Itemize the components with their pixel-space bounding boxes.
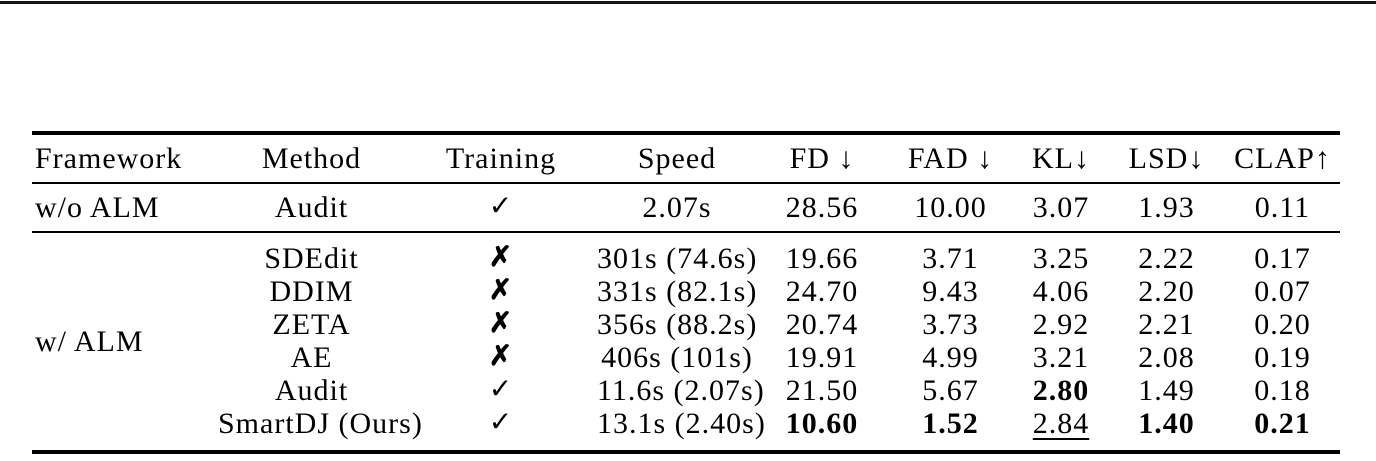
cell-fd: 10.60 bbox=[785, 407, 859, 440]
cell-lsd: 2.20 bbox=[1138, 275, 1195, 308]
cell-kl: 2.92 bbox=[1032, 308, 1090, 341]
cell-clap: 0.11 bbox=[1254, 191, 1311, 224]
column-header-framework: Framework bbox=[35, 142, 183, 175]
cell-fad: 10.00 bbox=[914, 191, 987, 224]
check-icon: ✓ bbox=[488, 407, 514, 439]
cell-speed: 406s (101s) bbox=[601, 341, 753, 374]
cell-speed: 331s (82.1s) bbox=[597, 275, 758, 308]
cell-speed: 2.07s bbox=[642, 191, 712, 224]
cell-speed: 11.6s (2.07s) bbox=[597, 374, 765, 407]
cell-kl: 3.25 bbox=[1032, 242, 1090, 275]
cell-clap: 0.20 bbox=[1254, 308, 1311, 341]
table-row: AE ✗ 406s (101s) 19.91 4.99 3.21 2.08 0.19 bbox=[32, 341, 1340, 374]
cell-fd: 19.91 bbox=[785, 341, 859, 374]
cell-fd: 19.66 bbox=[785, 242, 859, 275]
cell-speed: 13.1s (2.40s) bbox=[597, 407, 766, 440]
cross-icon: ✗ bbox=[488, 275, 514, 307]
cell-lsd: 1.40 bbox=[1138, 407, 1195, 440]
results-table: Framework Method Training Speed FD ↓ FAD ↓ KL↓… bbox=[32, 131, 1340, 454]
table-row: ZETA ✗ 356s (88.2s) 20.74 3.73 2.92 2.21 0.20 bbox=[32, 308, 1340, 341]
cell-method: ZETA bbox=[272, 308, 351, 341]
cell-kl: 2.80 bbox=[1032, 374, 1090, 407]
cell-lsd: 1.49 bbox=[1138, 374, 1195, 407]
header-row: Framework Method Training Speed FD ↓ FAD ↓ KL↓… bbox=[32, 133, 1340, 183]
column-header-kl: KL↓ bbox=[1032, 142, 1090, 175]
cell-speed: 301s (74.6s) bbox=[597, 242, 758, 275]
framework-cell: w/o ALM bbox=[35, 191, 160, 224]
cell-lsd: 1.93 bbox=[1138, 191, 1195, 224]
cell-lsd: 2.08 bbox=[1138, 341, 1195, 374]
column-header-lsd: LSD↓ bbox=[1128, 142, 1205, 175]
table-row: DDIM ✗ 331s (82.1s) 24.70 9.43 4.06 2.20 0.07 bbox=[32, 275, 1340, 308]
table-row: SmartDJ (Ours) ✓ 13.1s (2.40s) 10.60 1.52 2.8… bbox=[32, 407, 1340, 452]
cell-fd: 21.50 bbox=[785, 374, 859, 407]
cell-method: SDEdit bbox=[264, 242, 359, 275]
cell-clap: 0.21 bbox=[1254, 407, 1311, 440]
cell-fad: 4.99 bbox=[922, 341, 979, 374]
cell-method: DDIM bbox=[269, 275, 354, 308]
cross-icon: ✗ bbox=[488, 341, 514, 373]
cell-speed: 356s (88.2s) bbox=[597, 308, 758, 341]
check-icon: ✓ bbox=[488, 374, 514, 406]
cell-kl: 4.06 bbox=[1032, 275, 1090, 308]
top-divider bbox=[0, 1, 1376, 4]
column-header-fd: FD ↓ bbox=[789, 142, 855, 175]
section-w-alm: w/ ALM SDEdit ✗ 301s (74.6s) 19.66 3.71 3.25 2.… bbox=[32, 232, 1340, 452]
cross-icon: ✗ bbox=[488, 308, 514, 340]
table-row: w/ ALM SDEdit ✗ 301s (74.6s) 19.66 3.71 3.25 2.… bbox=[32, 232, 1340, 358]
cell-fad: 3.73 bbox=[922, 308, 979, 341]
cell-fd: 28.56 bbox=[785, 191, 859, 224]
table-header: Framework Method Training Speed FD ↓ FAD ↓ KL↓… bbox=[32, 133, 1340, 183]
table-row: w/o ALM Audit ✓ 2.07s 28.56 10.00 3.07 1.93 0.11 bbox=[32, 183, 1340, 232]
cell-method: Audit bbox=[274, 191, 349, 224]
check-icon: ✓ bbox=[488, 191, 514, 223]
cell-fad: 9.43 bbox=[922, 275, 979, 308]
cell-kl: 3.07 bbox=[1032, 191, 1090, 224]
cell-method: AE bbox=[290, 341, 333, 374]
column-header-training: Training bbox=[445, 142, 557, 175]
cell-method: SmartDJ (Ours) bbox=[218, 407, 423, 440]
column-header-method: Method bbox=[261, 142, 362, 175]
table-row: Audit ✓ 11.6s (2.07s) 21.50 5.67 2.80 1.49 0.18 bbox=[32, 374, 1340, 407]
column-header-clap: CLAP↑ bbox=[1234, 142, 1331, 175]
section-w-o-alm: w/o ALM Audit ✓ 2.07s 28.56 10.00 3.07 1.93 0.11 bbox=[32, 183, 1340, 232]
cell-clap: 0.17 bbox=[1254, 242, 1311, 275]
cell-clap: 0.19 bbox=[1254, 341, 1311, 374]
cell-lsd: 2.22 bbox=[1138, 242, 1195, 275]
cell-clap: 0.07 bbox=[1254, 275, 1311, 308]
column-header-fad: FAD ↓ bbox=[907, 142, 994, 175]
cell-fd: 24.70 bbox=[785, 275, 859, 308]
cell-method: Audit bbox=[274, 374, 349, 407]
cell-lsd: 2.21 bbox=[1138, 308, 1195, 341]
cell-fd: 20.74 bbox=[785, 308, 859, 341]
cell-kl: 2.84 bbox=[1032, 407, 1090, 440]
framework-cell: w/ ALM bbox=[35, 325, 144, 358]
cell-fad: 5.67 bbox=[922, 374, 979, 407]
cell-clap: 0.18 bbox=[1254, 374, 1311, 407]
cross-icon: ✗ bbox=[488, 242, 514, 274]
cell-fad: 1.52 bbox=[922, 407, 979, 440]
cell-fad: 3.71 bbox=[922, 242, 979, 275]
column-header-speed: Speed bbox=[637, 142, 717, 175]
cell-kl: 3.21 bbox=[1032, 341, 1090, 374]
